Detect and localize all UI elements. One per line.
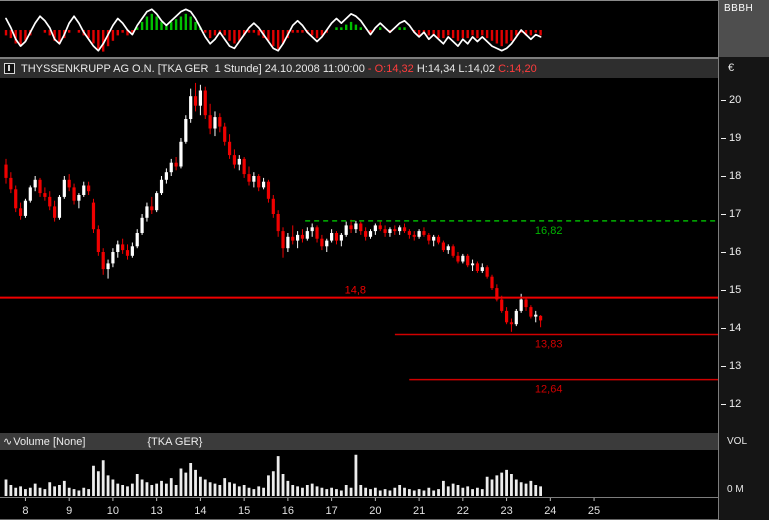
wave-icon: ∿ <box>3 436 13 448</box>
tick-value: 13 <box>729 360 742 372</box>
chart-title-bar[interactable]: THYSSENKRUPP AG O.N. [TKA GER 1 Stunde] … <box>0 59 718 78</box>
title-segment: THYSSENKRUPP AG O.N. [TKA GER 1 Stunde] … <box>21 62 368 75</box>
price-tick-19: 19 <box>721 132 741 144</box>
svg-text:8: 8 <box>22 505 28 517</box>
svg-text:22: 22 <box>457 505 469 517</box>
title-segment: H:14,34 <box>416 62 459 75</box>
title-segment: - O:14,32 <box>367 62 417 75</box>
tick-value: 18 <box>729 170 742 182</box>
tick-dash <box>721 365 726 367</box>
axis-divider <box>0 497 769 498</box>
oscillator-plot[interactable] <box>0 1 718 57</box>
svg-text:24: 24 <box>544 505 556 517</box>
volume-indicator-label: Volume [None] <box>13 435 86 448</box>
tick-dash <box>721 175 726 177</box>
svg-text:17: 17 <box>325 505 337 517</box>
svg-text:9: 9 <box>66 505 72 517</box>
chart-title-text: THYSSENKRUPP AG O.N. [TKA GER 1 Stunde] … <box>21 63 537 75</box>
tick-value: 12 <box>729 398 742 410</box>
price-tick-13: 13 <box>721 360 741 372</box>
svg-text:14,8: 14,8 <box>345 285 366 297</box>
right-axis-panel[interactable]: BBBH € 20 19 18 17 16 15 14 13 12 VOL 0 M <box>718 0 769 520</box>
svg-text:12,64: 12,64 <box>535 384 563 396</box>
svg-text:13: 13 <box>151 505 163 517</box>
window-top-edge <box>0 0 769 1</box>
price-tick-15: 15 <box>721 284 741 296</box>
price-tick-20: 20 <box>721 94 741 106</box>
tick-value: 14 <box>729 322 742 334</box>
tick-dash <box>721 251 726 253</box>
tick-dash <box>721 99 726 101</box>
price-tick-18: 18 <box>721 170 741 182</box>
indicator-name-label: BBBH <box>724 3 754 14</box>
price-tick-17: 17 <box>721 208 741 220</box>
tick-dash <box>721 289 726 291</box>
price-tick-14: 14 <box>721 322 741 334</box>
svg-text:23: 23 <box>500 505 512 517</box>
price-tick-16: 16 <box>721 246 741 258</box>
volume-header-bar[interactable]: ∿ Volume [None] {TKA GER} <box>0 433 718 450</box>
oscillator-panel[interactable] <box>0 1 718 57</box>
price-tick-12: 12 <box>721 398 741 410</box>
title-segment: C:14,20 <box>498 62 537 75</box>
candlestick-icon <box>4 63 15 74</box>
svg-text:25: 25 <box>588 505 600 517</box>
svg-text:20: 20 <box>369 505 381 517</box>
tick-dash <box>721 403 726 405</box>
volume-symbol-label: {TKA GER} <box>147 435 203 448</box>
panel-divider[interactable] <box>0 57 769 59</box>
price-chart-panel[interactable]: 16,82 14,8 13,83 12,64 <box>0 78 718 433</box>
volume-zero-label: 0 M <box>727 484 744 495</box>
svg-text:10: 10 <box>107 505 119 517</box>
svg-text:13,83: 13,83 <box>535 338 563 350</box>
svg-text:14: 14 <box>194 505 206 517</box>
svg-text:16,82: 16,82 <box>535 225 563 237</box>
tick-dash <box>721 327 726 329</box>
tick-value: 19 <box>729 132 742 144</box>
svg-text:16: 16 <box>282 505 294 517</box>
volume-panel[interactable] <box>0 450 718 497</box>
tick-value: 17 <box>729 208 742 220</box>
svg-text:15: 15 <box>238 505 250 517</box>
tick-value: 16 <box>729 246 742 258</box>
date-axis-plot: 8 9 10 13 14 15 16 17 20 21 22 23 24 25 <box>22 498 600 517</box>
indicator-axis-strip <box>719 0 769 57</box>
volume-axis-label: VOL <box>727 436 748 447</box>
date-axis[interactable]: 8 9 10 13 14 15 16 17 20 21 22 23 24 25 <box>0 498 718 519</box>
tick-value: 20 <box>729 94 742 106</box>
candlestick-plot[interactable]: 16,82 14,8 13,83 12,64 <box>0 78 718 433</box>
title-segment: L:14,02 <box>458 62 499 75</box>
tick-dash <box>721 213 726 215</box>
price-axis[interactable]: 20 19 18 17 16 15 14 13 12 <box>719 0 769 520</box>
currency-label: € <box>728 62 735 74</box>
tick-value: 15 <box>729 284 742 296</box>
tick-dash <box>721 137 726 139</box>
volume-plot[interactable] <box>0 450 718 497</box>
svg-text:21: 21 <box>413 505 425 517</box>
